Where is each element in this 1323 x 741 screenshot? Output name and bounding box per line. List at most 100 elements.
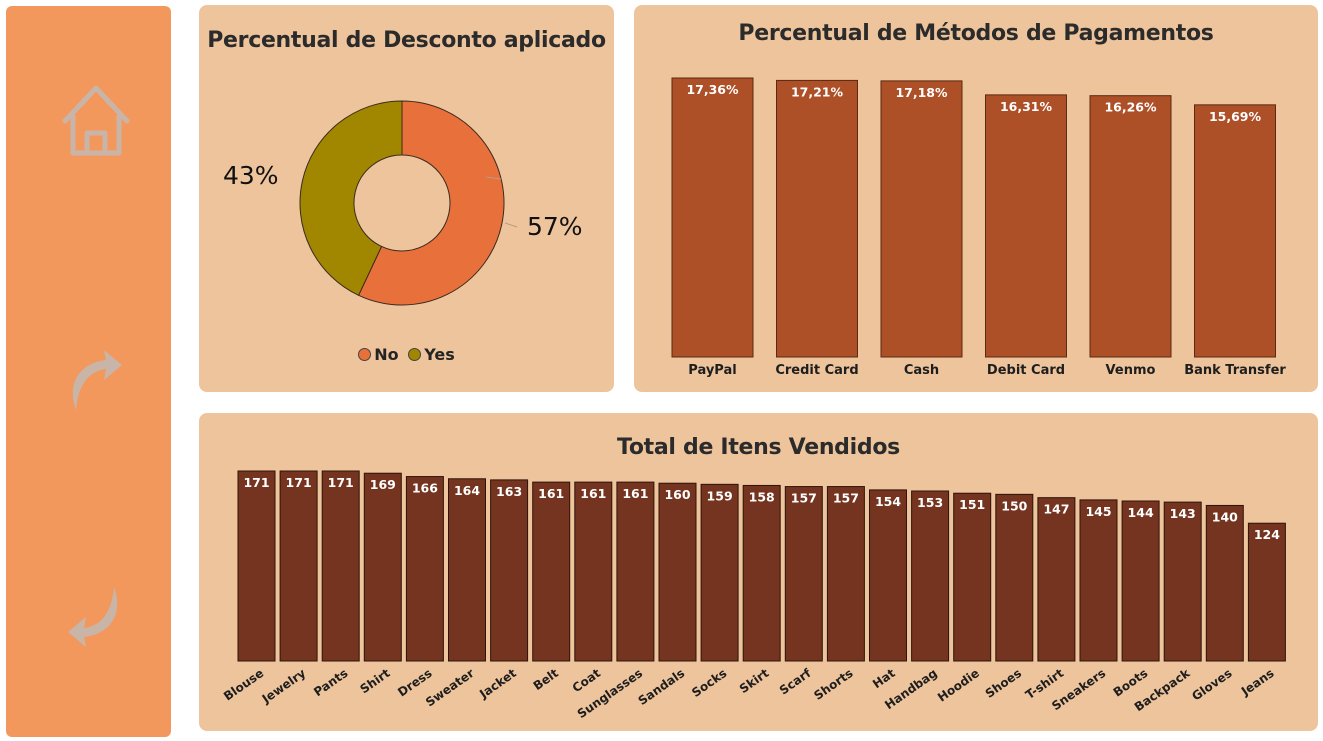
item-value-label: 163 bbox=[496, 484, 522, 499]
payment-bar-cash[interactable] bbox=[880, 80, 963, 358]
item-value-label: 154 bbox=[875, 494, 901, 509]
legend-label-yes: Yes bbox=[424, 345, 455, 364]
payment-value-label: 17,21% bbox=[791, 84, 844, 99]
payment-chart-title: Percentual de Métodos de Pagamentos bbox=[738, 21, 1214, 46]
item-bar-pants[interactable] bbox=[321, 470, 360, 662]
item-bar-coat[interactable] bbox=[574, 481, 613, 662]
item-bar-hat[interactable] bbox=[869, 489, 907, 662]
payment-value-label: 16,26% bbox=[1104, 100, 1157, 115]
item-value-label: 161 bbox=[580, 486, 606, 501]
item-value-label: 147 bbox=[1043, 502, 1069, 517]
item-value-label: 171 bbox=[243, 475, 269, 490]
item-bar-jewelry[interactable] bbox=[279, 470, 318, 662]
home-button[interactable] bbox=[56, 81, 136, 161]
payment-category-label: Venmo bbox=[1106, 363, 1156, 378]
item-value-label: 143 bbox=[1170, 506, 1196, 521]
item-value-label: 151 bbox=[959, 497, 985, 512]
items-sold-panel: Total de Itens Vendidos 171 Blouse 171 Jewe… bbox=[199, 413, 1318, 731]
payment-value-label: 17,18% bbox=[895, 85, 948, 100]
item-value-label: 144 bbox=[1128, 505, 1154, 520]
item-category-label: Coat bbox=[570, 666, 604, 695]
item-value-label: 159 bbox=[707, 488, 733, 503]
payment-bar-venmo[interactable] bbox=[1089, 95, 1172, 358]
item-category-label: Skirt bbox=[737, 666, 772, 696]
item-bar-shirt[interactable] bbox=[363, 472, 402, 662]
payment-bar-debit-card[interactable] bbox=[985, 94, 1067, 358]
payment-bar-credit-card[interactable] bbox=[776, 79, 858, 358]
item-bar-hoodie[interactable] bbox=[953, 492, 992, 662]
home-icon bbox=[62, 85, 130, 156]
item-bar-skirt[interactable] bbox=[742, 484, 781, 662]
item-bar-belt[interactable] bbox=[532, 481, 571, 662]
item-category-label: Hat bbox=[870, 666, 898, 691]
item-category-label: Gloves bbox=[1189, 666, 1234, 703]
sidebar bbox=[6, 6, 171, 737]
legend-item-yes[interactable]: Yes bbox=[408, 345, 455, 364]
discount-legend: No Yes bbox=[199, 345, 614, 365]
payment-bar-paypal[interactable] bbox=[671, 77, 754, 358]
item-value-label: 150 bbox=[1001, 498, 1027, 513]
item-category-label: Sandals bbox=[636, 666, 688, 708]
payment-category-label: Credit Card bbox=[775, 363, 858, 378]
item-value-label: 157 bbox=[833, 491, 859, 506]
item-bar-jeans[interactable] bbox=[1247, 522, 1286, 662]
item-bar-blouse[interactable] bbox=[237, 470, 276, 662]
item-category-label: Jacket bbox=[476, 666, 519, 702]
item-category-label: Shirt bbox=[357, 666, 392, 697]
legend-dot-yes bbox=[408, 348, 422, 361]
item-bar-gloves[interactable] bbox=[1205, 504, 1244, 662]
item-value-label: 157 bbox=[791, 491, 817, 506]
forward-arrow-icon bbox=[72, 350, 122, 410]
item-bar-jacket[interactable] bbox=[490, 479, 529, 662]
item-category-label: Socks bbox=[689, 666, 729, 700]
payment-value-label: 15,69% bbox=[1209, 109, 1262, 124]
item-category-label: Jeans bbox=[1238, 666, 1277, 699]
previous-page-button[interactable] bbox=[56, 581, 136, 661]
item-bar-sunglasses[interactable] bbox=[616, 481, 655, 662]
item-category-label: Scarf bbox=[777, 666, 814, 698]
legend-label-no: No bbox=[374, 345, 399, 364]
item-value-label: 171 bbox=[286, 475, 312, 490]
item-bar-shorts[interactable] bbox=[826, 486, 865, 662]
donut-label-yes: 43% bbox=[223, 161, 279, 190]
legend-item-no[interactable]: No bbox=[358, 345, 399, 364]
item-value-label: 124 bbox=[1254, 527, 1280, 542]
item-bar-t-shirt[interactable] bbox=[1037, 497, 1076, 662]
payment-bar-bank-transfer[interactable] bbox=[1194, 104, 1276, 358]
item-category-label: Jewelry bbox=[259, 666, 309, 707]
item-value-label: 161 bbox=[622, 486, 648, 501]
item-bar-dress[interactable] bbox=[405, 476, 444, 662]
item-value-label: 164 bbox=[454, 483, 480, 498]
next-page-button[interactable] bbox=[56, 336, 136, 416]
item-bar-boots[interactable] bbox=[1121, 500, 1160, 662]
payment-value-label: 16,31% bbox=[1000, 99, 1053, 114]
item-value-label: 171 bbox=[328, 475, 354, 490]
payment-methods-panel: Percentual de Métodos de Pagamentos 17,3… bbox=[634, 5, 1318, 392]
items-sold-bar-chart: 171Blouse171Jewelry171Pants169Shirt166Dr… bbox=[221, 470, 1286, 721]
item-category-label: Pants bbox=[311, 666, 350, 699]
item-value-label: 153 bbox=[917, 495, 943, 510]
item-bar-backpack[interactable] bbox=[1163, 501, 1202, 662]
item-bar-shoes[interactable] bbox=[995, 493, 1034, 662]
back-arrow-icon bbox=[68, 587, 118, 647]
donut-slice-yes[interactable] bbox=[299, 100, 403, 296]
item-value-label: 161 bbox=[538, 486, 564, 501]
item-value-label: 169 bbox=[370, 477, 396, 492]
payment-category-label: Cash bbox=[904, 363, 939, 378]
item-bar-sandals[interactable] bbox=[658, 482, 697, 662]
payment-category-label: PayPal bbox=[688, 363, 736, 378]
item-bar-sneakers[interactable] bbox=[1079, 499, 1118, 662]
payment-category-label: Bank Transfer bbox=[1184, 363, 1286, 378]
legend-dot-no bbox=[358, 348, 372, 361]
item-value-label: 140 bbox=[1212, 509, 1238, 524]
item-bar-sweater[interactable] bbox=[448, 478, 486, 662]
item-bar-handbag[interactable] bbox=[911, 490, 950, 662]
donut-slice-no[interactable] bbox=[357, 100, 505, 306]
items-chart-title: Total de Itens Vendidos bbox=[617, 435, 900, 460]
payment-methods-bar-chart: 17,36% PayPal 17,21% Credit Card 17,18% Cash 1… bbox=[671, 77, 1286, 378]
item-bar-scarf[interactable] bbox=[784, 486, 823, 662]
item-value-label: 160 bbox=[664, 487, 690, 502]
payment-category-label: Debit Card bbox=[987, 363, 1065, 378]
item-bar-socks[interactable] bbox=[700, 483, 739, 662]
donut-label-no: 57% bbox=[527, 212, 583, 241]
